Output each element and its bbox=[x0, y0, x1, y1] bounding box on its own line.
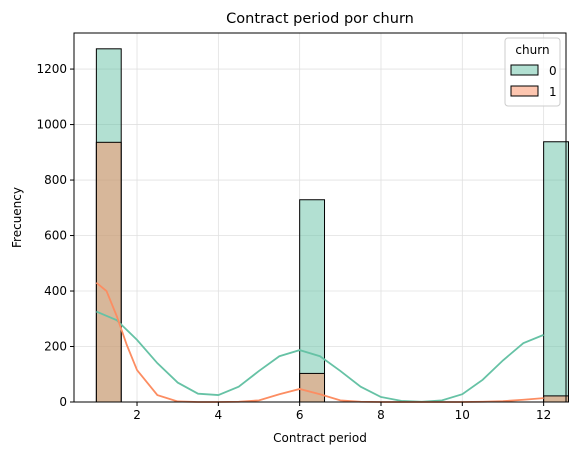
x-tick-label: 6 bbox=[296, 408, 304, 422]
x-axis-title: Contract period bbox=[273, 431, 367, 445]
x-tick-label: 12 bbox=[536, 408, 551, 422]
legend-title: churn bbox=[515, 43, 549, 57]
y-tick-label: 400 bbox=[44, 284, 67, 298]
y-tick-label: 1200 bbox=[36, 62, 67, 76]
legend: churn 01 bbox=[504, 37, 561, 107]
bar-churn-0 bbox=[543, 141, 569, 403]
bar-churn-1 bbox=[95, 141, 122, 403]
y-tick-label: 800 bbox=[44, 173, 67, 187]
bar-churn-1 bbox=[299, 372, 326, 403]
legend-swatch-churn-1 bbox=[510, 85, 539, 97]
kde-curve-churn-0 bbox=[96, 310, 544, 403]
x-tick-label: 10 bbox=[455, 408, 470, 422]
plot-frame bbox=[73, 32, 567, 403]
bar-churn-0 bbox=[299, 199, 326, 403]
x-tick-label: 4 bbox=[215, 408, 223, 422]
y-tick-label: 600 bbox=[44, 229, 67, 243]
legend-swatch-churn-0 bbox=[510, 64, 539, 76]
axis-ticks: 2 4 6 8 10 12 0 200 400 600 800 1000 1200 bbox=[36, 62, 551, 422]
y-tick-label: 1000 bbox=[36, 118, 67, 132]
bar-churn-1 bbox=[543, 395, 569, 403]
legend-label-churn-1: 1 bbox=[549, 85, 557, 99]
histogram-bars bbox=[95, 48, 569, 403]
chart-title: Contract period por churn bbox=[226, 11, 414, 27]
y-tick-label: 200 bbox=[44, 340, 67, 354]
legend-items: 01 bbox=[510, 64, 557, 99]
y-tick-label: 0 bbox=[59, 395, 67, 409]
y-axis-title: Frecuency bbox=[10, 187, 24, 248]
x-tick-label: 2 bbox=[133, 408, 141, 422]
legend-label-churn-0: 0 bbox=[549, 64, 557, 78]
x-tick-label: 8 bbox=[377, 408, 385, 422]
